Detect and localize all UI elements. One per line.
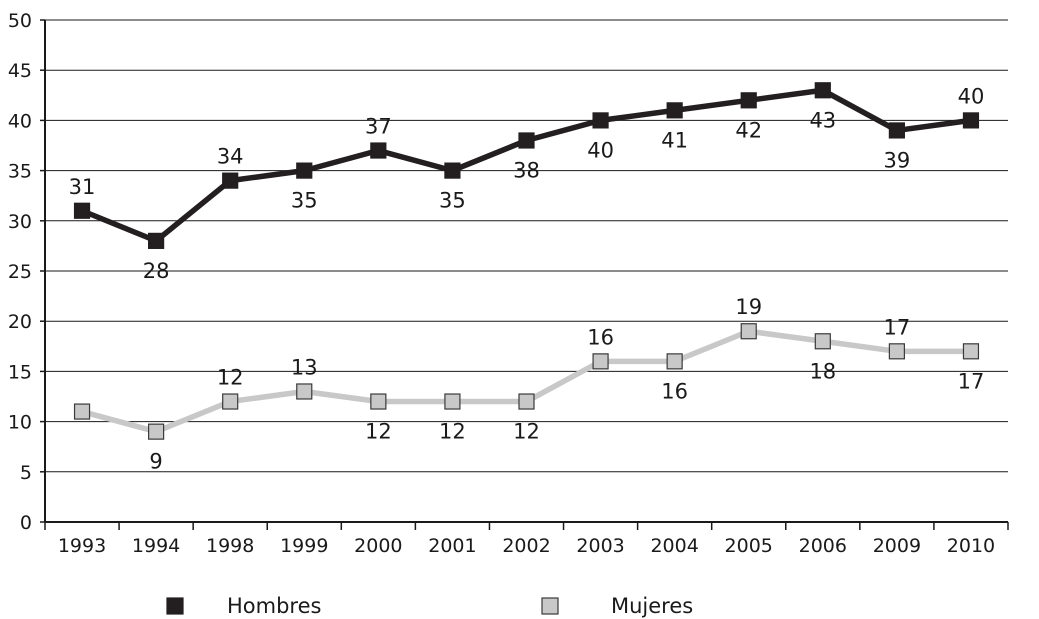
marker-mujeres-2006 — [814, 333, 831, 350]
data-label-mujeres-2005: 19 — [735, 295, 762, 319]
marker-hombres-2004 — [666, 102, 683, 119]
data-label-hombres-2010: 40 — [958, 84, 985, 108]
axes — [40, 19, 1009, 530]
y-tick-label: 20 — [8, 311, 32, 333]
series-markers — [73, 82, 980, 440]
data-label-hombres-1994: 28 — [143, 259, 170, 283]
marker-hombres-2010 — [962, 112, 980, 129]
data-label-mujeres-2006: 18 — [809, 359, 836, 383]
marker-mujeres-2002 — [518, 393, 535, 410]
series-line-mujeres — [81, 328, 971, 435]
x-tick-label-2004: 2004 — [650, 535, 698, 557]
data-label-hombres-2003: 40 — [587, 138, 614, 162]
data-label-mujeres-2000: 12 — [365, 420, 392, 444]
marker-hombres-1994 — [148, 232, 165, 249]
marker-hombres-2003 — [592, 112, 609, 129]
y-tick-label: 40 — [8, 110, 32, 132]
x-tick-label-1999: 1999 — [280, 535, 328, 557]
data-label-mujeres-1998: 12 — [217, 366, 244, 390]
x-tick-label-2006: 2006 — [799, 535, 847, 557]
legend-label-mujeres: Mujeres — [611, 594, 693, 618]
data-label-hombres-2005: 42 — [735, 118, 762, 142]
marker-mujeres-2003 — [592, 353, 609, 370]
marker-mujeres-2009 — [888, 343, 905, 360]
data-label-mujeres-2009: 17 — [884, 315, 911, 339]
y-tick-label: 15 — [8, 361, 32, 383]
data-label-mujeres-2001: 12 — [439, 420, 466, 444]
data-label-hombres-1993: 31 — [69, 175, 96, 199]
legend-marker-mujeres — [541, 597, 559, 615]
data-label-hombres-1998: 34 — [217, 145, 244, 169]
x-tick-label-2010: 2010 — [947, 535, 995, 557]
y-tick-label: 5 — [20, 462, 32, 484]
y-tick-label: 0 — [20, 512, 32, 534]
legend: Hombres Mujeres — [166, 594, 693, 618]
data-label-mujeres-1994: 9 — [149, 450, 162, 474]
data-label-mujeres-2002: 12 — [513, 420, 540, 444]
marker-mujeres-2000 — [370, 393, 387, 410]
data-label-hombres-2002: 38 — [513, 158, 540, 182]
marker-mujeres-1993 — [73, 403, 91, 420]
marker-mujeres-2004 — [666, 353, 683, 370]
marker-hombres-2001 — [444, 162, 461, 179]
marker-mujeres-2001 — [444, 393, 461, 410]
marker-mujeres-1998 — [222, 393, 239, 410]
data-label-hombres-2001: 35 — [439, 189, 466, 213]
x-tick-label-1994: 1994 — [132, 535, 180, 557]
x-tick-label-1998: 1998 — [206, 535, 254, 557]
data-label-hombres-2000: 37 — [365, 115, 392, 139]
marker-mujeres-1994 — [148, 423, 165, 440]
legend-label-hombres: Hombres — [227, 594, 321, 618]
y-tick-label: 45 — [8, 60, 32, 82]
marker-hombres-2005 — [740, 92, 757, 109]
legend-marker-hombres — [166, 597, 184, 615]
y-axis-tick-labels: 0 5 10 15 20 25 30 35 40 45 50 — [8, 10, 32, 534]
marker-hombres-1993 — [73, 202, 91, 219]
x-tick-label-2000: 2000 — [354, 535, 402, 557]
marker-mujeres-1999 — [296, 383, 313, 400]
marker-hombres-1998 — [222, 172, 239, 189]
x-tick-label-2001: 2001 — [428, 535, 476, 557]
gridlines — [45, 19, 1008, 473]
data-label-hombres-1999: 35 — [291, 189, 318, 213]
data-labels: 31 28 34 35 37 35 38 40 41 42 43 39 40 9 12 13 12 12 12 16 1… — [69, 84, 985, 473]
data-label-mujeres-1999: 13 — [291, 355, 318, 379]
data-label-mujeres-2003: 16 — [587, 325, 614, 349]
x-tick-label-1993: 1993 — [58, 535, 106, 557]
marker-hombres-1999 — [296, 162, 313, 179]
y-tick-label: 30 — [8, 211, 32, 233]
data-label-mujeres-2010: 17 — [958, 369, 985, 393]
y-tick-label: 10 — [8, 412, 32, 434]
data-label-hombres-2004: 41 — [661, 128, 688, 152]
x-tick-label-2003: 2003 — [576, 535, 624, 557]
y-tick-label: 25 — [8, 261, 32, 283]
data-label-mujeres-2004: 16 — [661, 379, 688, 403]
x-tick-label-2009: 2009 — [873, 535, 921, 557]
marker-mujeres-2005 — [740, 323, 757, 340]
y-tick-label: 50 — [8, 10, 32, 32]
y-tick-label: 35 — [8, 161, 32, 183]
marker-mujeres-2010 — [962, 343, 980, 360]
marker-hombres-2002 — [518, 132, 535, 149]
x-tick-label-2002: 2002 — [502, 535, 550, 557]
x-axis-tick-labels: 1993 1994 1998 1999 2000 2001 2002 2003 2004 2005… — [58, 535, 995, 557]
data-label-hombres-2006: 43 — [809, 108, 836, 132]
data-label-hombres-2009: 39 — [884, 148, 911, 172]
marker-hombres-2006 — [814, 82, 831, 99]
marker-hombres-2000 — [370, 142, 387, 159]
marker-hombres-2009 — [888, 122, 905, 139]
x-tick-label-2005: 2005 — [725, 535, 773, 557]
